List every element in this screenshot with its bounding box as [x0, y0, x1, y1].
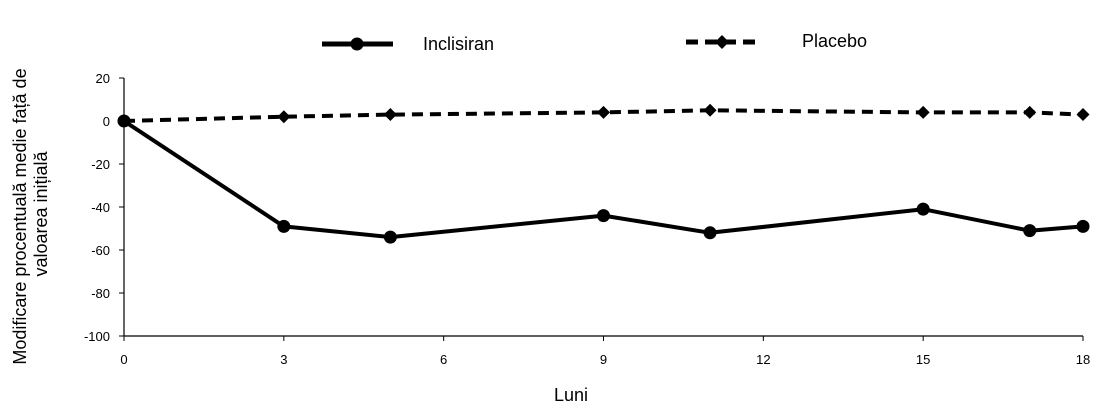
series-line-placebo: [123, 108, 1084, 123]
data-point-placebo: [916, 105, 930, 119]
y-axis-ticks: 20 0 -20 -40 -60 -80 -100: [84, 71, 124, 344]
data-point-inclisiran: [703, 226, 717, 240]
legend-marker-inclisiran: [350, 37, 364, 51]
y-tick-label: -40: [91, 200, 110, 215]
x-tick-label: 6: [440, 352, 447, 367]
data-point-placebo: [597, 105, 610, 119]
y-tick-label: -60: [91, 243, 110, 258]
y-tick-label: 20: [96, 71, 110, 86]
data-point-inclisiran: [1023, 224, 1037, 238]
y-axis-title-line-2: valoarea inițială: [31, 150, 51, 276]
data-point-placebo: [1023, 105, 1037, 119]
x-tick-label: 3: [280, 352, 287, 367]
data-point-inclisiran: [1076, 219, 1090, 233]
data-point-placebo: [703, 103, 717, 117]
y-axis-title: Modificare procentuală medie față de val…: [10, 63, 51, 364]
x-tick-label: 9: [600, 352, 607, 367]
x-tick-label: 12: [756, 352, 770, 367]
data-point-placebo: [383, 108, 397, 122]
series-line-inclisiran: [122, 119, 1084, 240]
x-tick-label: 0: [120, 352, 127, 367]
data-point-placebo: [117, 114, 131, 128]
x-axis-title: Luni: [554, 385, 588, 405]
x-axis-ticks: 0 3 6 9 12 15 18: [120, 336, 1090, 367]
x-tick-label: 15: [916, 352, 930, 367]
y-tick-label: -100: [84, 329, 110, 344]
y-tick-label: 0: [103, 114, 110, 129]
legend-label-inclisiran: Inclisiran: [423, 34, 494, 54]
data-point-placebo: [277, 110, 291, 124]
series-group: [117, 103, 1090, 244]
data-point-placebo: [1076, 108, 1090, 122]
y-axis-title-line-1: Modificare procentuală medie față de: [10, 68, 30, 364]
legend-marker-placebo: [715, 35, 729, 49]
y-tick-label: -20: [91, 157, 110, 172]
legend-label-placebo: Placebo: [802, 31, 867, 51]
legend: Inclisiran Placebo: [322, 31, 867, 54]
data-point-inclisiran: [597, 209, 610, 223]
x-tick-label: 18: [1076, 352, 1090, 367]
data-point-inclisiran: [383, 230, 397, 244]
data-point-inclisiran: [277, 219, 291, 233]
y-tick-label: -80: [91, 286, 110, 301]
data-point-inclisiran: [916, 202, 930, 216]
